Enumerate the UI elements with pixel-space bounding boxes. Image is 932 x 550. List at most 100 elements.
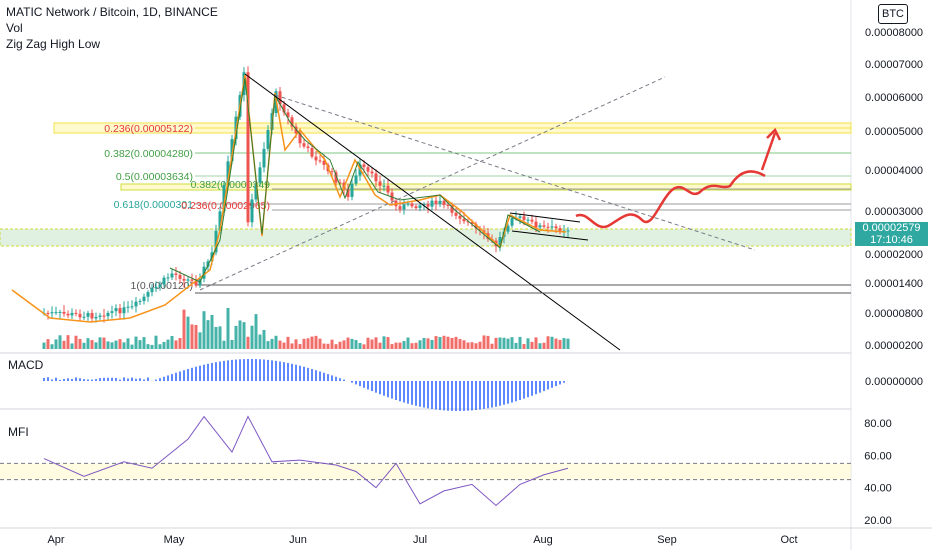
candle-body bbox=[126, 306, 130, 308]
volume-bar bbox=[370, 339, 374, 349]
candle-body bbox=[314, 156, 318, 161]
volume-bar bbox=[366, 337, 370, 349]
candle-body bbox=[206, 261, 210, 267]
volume-bar bbox=[470, 342, 474, 349]
candle-body bbox=[194, 280, 198, 286]
volume-bar bbox=[406, 337, 410, 349]
volume-bar bbox=[166, 339, 170, 349]
candle-body bbox=[446, 204, 450, 206]
volume-bar bbox=[382, 336, 386, 349]
candle-body bbox=[378, 181, 382, 186]
candle-body bbox=[398, 206, 402, 210]
volume-bar bbox=[506, 338, 510, 349]
volume-bar bbox=[50, 344, 54, 349]
price-tick-label: 0.00006000 bbox=[865, 92, 923, 104]
candle-body bbox=[222, 184, 226, 212]
volume-bar bbox=[174, 340, 178, 349]
volume-bar bbox=[254, 314, 258, 349]
volume-bar bbox=[526, 338, 530, 349]
volume-bar bbox=[354, 340, 358, 349]
volume-bar bbox=[294, 339, 298, 349]
candle-body bbox=[338, 182, 342, 184]
volume-bar bbox=[278, 340, 282, 349]
volume-bar bbox=[302, 338, 306, 349]
candle-body bbox=[542, 225, 546, 227]
mfi-pane-label[interactable]: MFI bbox=[8, 425, 29, 439]
vol-indicator-label[interactable]: Vol bbox=[6, 21, 23, 35]
volume-bar bbox=[338, 341, 342, 349]
candle-body bbox=[50, 312, 54, 314]
volume-bar bbox=[426, 338, 430, 349]
candle-body bbox=[250, 199, 254, 223]
candle-body bbox=[506, 225, 510, 232]
currency-badge[interactable]: BTC bbox=[878, 4, 908, 24]
volume-bar bbox=[402, 341, 406, 349]
candle-body bbox=[262, 148, 266, 168]
candle-body bbox=[286, 112, 290, 118]
volume-bar bbox=[434, 336, 438, 349]
volume-bar bbox=[478, 341, 482, 349]
symbol-title[interactable]: MATIC Network / Bitcoin, 1D, BINANCE bbox=[6, 5, 218, 19]
volume-bar bbox=[342, 340, 346, 349]
volume-bar bbox=[78, 338, 82, 349]
zigzag-indicator-label[interactable]: Zig Zag High Low bbox=[6, 37, 101, 51]
candle-body bbox=[178, 274, 182, 279]
candle-body bbox=[402, 204, 406, 210]
mfi-tick-label: 80.00 bbox=[864, 418, 892, 430]
candle-body bbox=[214, 230, 218, 253]
volume-bar bbox=[458, 339, 462, 349]
volume-bar bbox=[346, 337, 350, 349]
time-tick-label: Sep bbox=[657, 534, 677, 546]
volume-bar bbox=[522, 344, 526, 349]
candle-body bbox=[426, 204, 430, 207]
candle-body bbox=[558, 228, 562, 232]
volume-bar bbox=[566, 338, 570, 349]
volume-bar bbox=[94, 342, 98, 349]
volume-bar bbox=[490, 343, 494, 349]
candle-body bbox=[462, 218, 466, 222]
volume-bar bbox=[142, 337, 146, 349]
volume-bar bbox=[226, 307, 230, 349]
candle-body bbox=[454, 212, 458, 216]
volume-bar bbox=[330, 339, 334, 349]
volume-bar bbox=[86, 338, 90, 349]
candle-body bbox=[106, 312, 110, 317]
volume-bar bbox=[534, 337, 538, 349]
volume-bar bbox=[242, 322, 246, 349]
volume-bar bbox=[538, 343, 542, 349]
chart-legend: MATIC Network / Bitcoin, 1D, BINANCE Vol… bbox=[6, 4, 218, 52]
candle-body bbox=[146, 292, 150, 297]
volume-bar bbox=[318, 338, 322, 349]
fibonacci-levels[interactable]: 0.236(0.00005122) 0.382(0.00004280) 0.5(0.… bbox=[0, 122, 852, 292]
volume-bar bbox=[82, 342, 86, 349]
support-zone bbox=[0, 228, 852, 247]
mfi-band bbox=[0, 463, 851, 480]
candlesticks bbox=[42, 66, 570, 323]
time-tick-label: May bbox=[164, 534, 185, 546]
price-tick-label: 0.00000800 bbox=[865, 308, 923, 320]
volume-bar bbox=[530, 341, 534, 349]
fib-zone-05 bbox=[120, 183, 852, 191]
macd-tick-label: 0.00000000 bbox=[865, 376, 923, 388]
candle-body bbox=[166, 277, 170, 279]
macd-pane-label[interactable]: MACD bbox=[8, 358, 44, 372]
drawing-lines[interactable] bbox=[11, 73, 851, 351]
fib-level-label: 1(0.0000120) bbox=[131, 280, 193, 292]
volume-bar bbox=[190, 324, 194, 349]
macd-histogram bbox=[43, 359, 565, 411]
candle-body bbox=[410, 203, 414, 207]
candle-body bbox=[258, 167, 262, 183]
candle-body bbox=[362, 164, 366, 168]
candle-body bbox=[134, 301, 138, 307]
candle-body bbox=[538, 225, 542, 228]
volume-bar bbox=[386, 337, 390, 349]
candle-body bbox=[98, 315, 102, 317]
volume-bar bbox=[326, 343, 330, 349]
candle-body bbox=[266, 130, 270, 149]
volume-bar bbox=[414, 342, 418, 349]
candle-body bbox=[354, 175, 358, 184]
candle-body bbox=[138, 301, 142, 303]
volume-bar bbox=[462, 340, 466, 349]
dashed-rise-line bbox=[199, 76, 666, 291]
